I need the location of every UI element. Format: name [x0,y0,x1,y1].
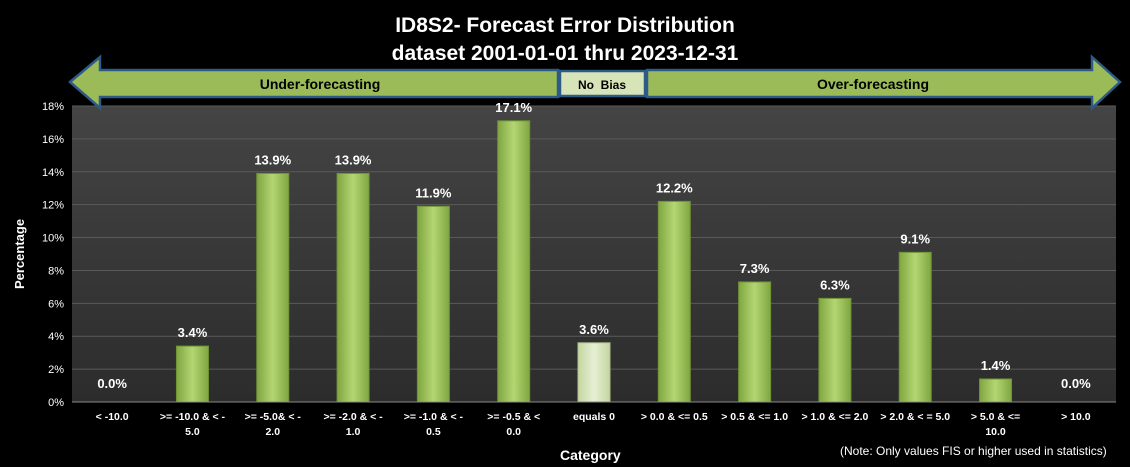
x-tick-label: > 0.5 & <= 1.0 [721,411,788,423]
data-label: 17.1% [495,100,532,115]
x-tick-label: equals 0 [573,411,615,423]
data-label: 9.1% [900,231,930,246]
bar [979,378,1013,403]
y-tick-label: 18% [42,101,64,113]
data-label: 0.0% [97,376,127,391]
y-axis-label: Percentage [12,219,27,289]
y-tick-label: 0% [48,397,64,409]
y-tick-label: 12% [42,200,64,212]
bar [256,172,290,403]
y-tick-label: 14% [42,167,64,179]
x-axis-label: Category [560,447,621,463]
data-label: 1.4% [981,358,1011,373]
data-label: 13.9% [254,152,291,167]
data-labels: 0.0% 3.4% 13.9% 13.9% 11.9% 17.1% 3.6% 12.2% 7.3… [97,100,1091,391]
x-tick-label: > 5.0 & <= 10.0 [971,411,1020,438]
data-label: 11.9% [415,185,452,200]
statistics-note: (Note: Only values FIS or higher used in… [840,444,1107,458]
under-forecast-arrow [68,54,560,111]
x-tick-label: >= -1.0 & < -0.5 [404,411,464,438]
data-label: 0.0% [1061,376,1091,391]
chart-title-line2: dataset 2001-01-01 thru 2023-12-31 [391,42,739,65]
over-forecast-arrow [645,54,1122,111]
bar [577,342,611,403]
grid-lines [72,105,1116,370]
bar [818,297,852,403]
bar [336,172,370,403]
x-tick-label: >= -5.0& < -2.0 [245,411,302,438]
over-forecasting-label: Over-forecasting [817,76,929,92]
chart-title: ID8S2- Forecast Error Distribution datas… [0,12,1130,68]
y-tick-label: 2% [48,364,64,376]
x-tick-label: > 0.0 & <= 0.5 [641,411,708,423]
data-label: 13.9% [335,152,372,167]
y-tick-label: 10% [42,233,64,245]
bar [416,205,450,403]
y-tick-label: 6% [48,298,64,310]
no-bias-box [558,69,647,98]
bar [738,281,772,403]
x-tick-label: >= -2.0 & < -1.0 [323,411,383,438]
data-label: 3.6% [579,322,609,337]
y-axis-ticks: 0% 2% 4% 6% 8% 10% 12% 14% 16% 18% [42,101,64,409]
x-tick-label: > 2.0 & < = 5.0 [880,411,950,423]
bar [657,200,691,403]
bars [175,120,1013,403]
x-axis-ticks: < -10.0 >= -10.0 & < -5.0 >= -5.0& < -2.0 >… [96,411,1091,438]
x-tick-label: > 10.0 [1061,411,1091,423]
data-label: 6.3% [820,277,850,292]
no-bias-label: No Bias [578,78,626,92]
chart-title-line1: ID8S2- Forecast Error Distribution [395,14,735,37]
y-tick-label: 4% [48,331,64,343]
bar [175,345,209,403]
x-tick-label: >= -10.0 & < -5.0 [160,411,226,438]
bias-banner: Under-forecasting No Bias Over-forecasti… [68,54,1122,111]
x-tick-label: > 1.0 & <= 2.0 [802,411,869,423]
y-tick-label: 16% [42,134,64,146]
y-tick-label: 8% [48,265,64,277]
bar [898,251,932,403]
data-label: 7.3% [740,261,770,276]
data-label: 12.2% [656,180,693,195]
bar [497,120,531,403]
x-tick-label: >= -0.5 & <0.0 [487,411,540,438]
x-tick-label: < -10.0 [96,411,129,423]
data-label: 3.4% [178,325,208,340]
under-forecasting-label: Under-forecasting [260,76,381,92]
